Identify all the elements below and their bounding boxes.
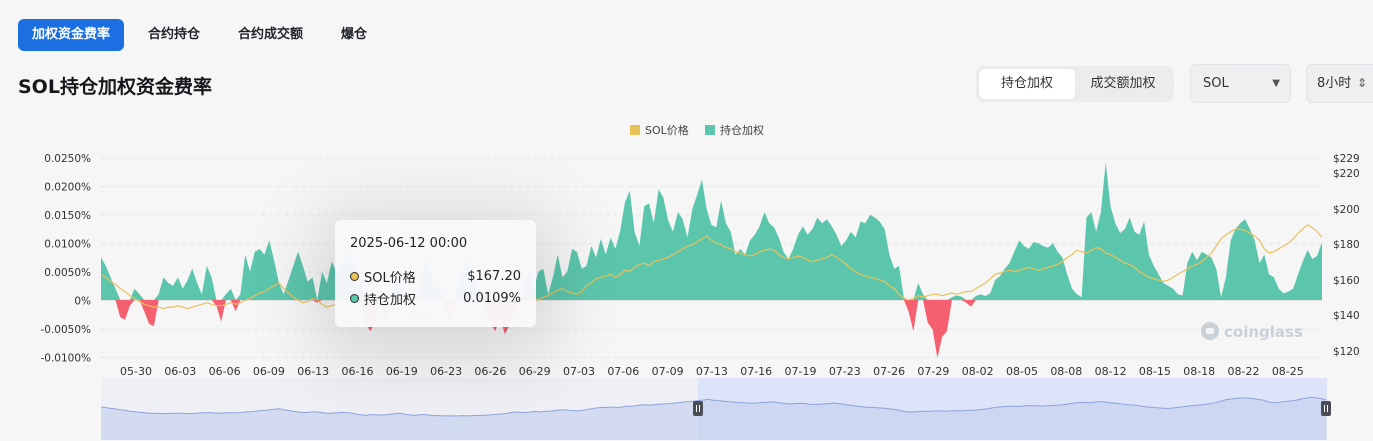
y-right-tick-label: $140 (1333, 310, 1360, 322)
interval-select-value: 8小时 (1317, 76, 1352, 91)
tab-open-interest[interactable]: 合约持仓 (134, 19, 215, 51)
navigator-area (101, 397, 1326, 440)
x-tick-label: 07-16 (740, 365, 772, 378)
x-tick-label: 06-19 (386, 365, 418, 378)
y-axis-right: $229 $220 $200 $180 $160 $140 $120 (1333, 153, 1360, 358)
y-left-tick-label: -0.0050% (40, 324, 91, 336)
tooltip-row-price: SOL价格 $167.20 (350, 265, 521, 287)
y-left-tick-label: 0.0250% (44, 153, 91, 165)
x-tick-label: 07-19 (785, 365, 817, 378)
x-tick-label: 06-29 (519, 365, 551, 378)
handle-grip-icon (1321, 401, 1331, 416)
legend-swatch-oi-weighted (705, 125, 715, 135)
y-right-tick-label: $220 (1333, 168, 1360, 180)
x-tick-label: 08-08 (1050, 365, 1082, 378)
coinglass-logo-icon (1201, 322, 1219, 340)
x-tick-label: 07-03 (563, 365, 595, 378)
x-tick-label: 06-09 (253, 365, 285, 378)
x-tick-label: 07-09 (652, 365, 684, 378)
coin-select-value: SOL (1203, 76, 1229, 91)
series-layer (100, 162, 1323, 358)
y-left-tick-label: 0.0050% (44, 267, 91, 279)
series-line-sol-price (100, 223, 1323, 321)
y-axis-left: 0.0250% 0.0200% 0.0150% 0.0100% 0.0050% 0% -0.… (40, 153, 91, 365)
page-title: SOL持仓加权资金费率 (18, 76, 212, 98)
legend-label-price[interactable]: SOL价格 (645, 123, 689, 137)
x-tick-label: 07-06 (607, 365, 639, 378)
x-tick-label: 08-25 (1272, 365, 1304, 378)
y-left-tick-label: -0.0100% (40, 353, 91, 365)
y-left-tick-label: 0% (74, 296, 91, 308)
x-tick-label: 08-18 (1183, 365, 1215, 378)
volume-weighted-button[interactable]: 成交额加权 (1090, 76, 1156, 91)
y-right-tick-label: $180 (1333, 239, 1360, 251)
x-tick-label: 06-16 (342, 365, 374, 378)
navigator-handle-left[interactable] (693, 401, 703, 416)
sort-arrows-icon: ⇕ (1356, 76, 1367, 90)
oi-weighted-button[interactable]: 持仓加权 (979, 69, 1075, 99)
oi-weighted-dot-icon (350, 293, 359, 303)
tooltip-value-oi-weighted: 0.0109% (463, 290, 521, 306)
x-tick-label: 08-12 (1095, 365, 1127, 378)
interval-select[interactable]: 8小时 ⇕ (1306, 64, 1373, 103)
x-tick-label: 06-03 (164, 365, 196, 378)
chart-tooltip: 2025-06-12 00:00 SOL价格 $167.20 持仓加权 0.01… (335, 220, 536, 327)
navigator-handle-right[interactable] (1321, 401, 1331, 416)
x-tick-label: 06-26 (474, 365, 506, 378)
x-tick-label: 07-26 (873, 365, 905, 378)
x-tick-label: 08-22 (1228, 365, 1260, 378)
y-left-tick-label: 0.0200% (44, 182, 91, 194)
x-tick-label: 06-13 (297, 365, 329, 378)
tooltip-label-oi-weighted: 持仓加权 (364, 292, 417, 308)
series-area-oi-weighted-positive (101, 162, 1322, 300)
legend-label-oi-weighted[interactable]: 持仓加权 (720, 123, 764, 137)
x-tick-label: 08-02 (962, 365, 994, 378)
x-tick-label: 06-23 (430, 365, 462, 378)
x-tick-label: 08-05 (1006, 365, 1038, 378)
x-tick-label: 07-13 (696, 365, 728, 378)
x-tick-label: 06-06 (209, 365, 241, 378)
series-area-oi-weighted-negative (101, 300, 1322, 358)
y-right-tick-label: $120 (1333, 346, 1360, 358)
tooltip-label-price: SOL价格 (364, 270, 416, 286)
price-dot-icon (350, 271, 359, 281)
range-navigator[interactable] (100, 378, 1331, 440)
x-tick-label: 05-30 (120, 365, 152, 378)
navigator-line (100, 396, 1327, 417)
legend: SOL价格 持仓加权 (630, 123, 764, 137)
tab-liquidations[interactable]: 爆仓 (327, 19, 382, 51)
y-left-tick-label: 0.0150% (44, 210, 91, 222)
x-tick-label: 08-15 (1139, 365, 1171, 378)
coin-select[interactable]: SOL ▼ (1190, 64, 1291, 103)
tab-volume[interactable]: 合约成交额 (224, 19, 318, 51)
metric-tabs: 加权资金费率 合约持仓 合约成交额 爆仓 (18, 19, 382, 51)
weight-toggle: 持仓加权 成交额加权 (976, 66, 1174, 102)
funding-rate-chart[interactable]: SOL价格 持仓加权 0.0250%0.0200%0.0150%0.0100%0… (0, 112, 1373, 441)
tab-weighted-funding-rate[interactable]: 加权资金费率 (18, 19, 125, 51)
tooltip-date: 2025-06-12 00:00 (350, 236, 468, 251)
legend-swatch-price (630, 125, 640, 135)
tooltip-value-price: $167.20 (467, 268, 521, 284)
watermark-text: coinglass (1224, 323, 1303, 341)
y-right-tick-label: $160 (1333, 275, 1360, 287)
x-tick-label: 07-29 (917, 365, 949, 378)
caret-down-icon: ▼ (1272, 78, 1280, 89)
handle-grip-icon (693, 401, 703, 416)
x-axis: 05-30 06-03 06-06 06-09 06-13 06-16 06-19 06-23… (120, 365, 1304, 378)
y-left-tick-label: 0.0100% (44, 239, 91, 251)
y-right-tick-label: $200 (1333, 204, 1360, 216)
tooltip-row-oi-weighted: 持仓加权 0.0109% (350, 287, 521, 309)
watermark: coinglass (1201, 322, 1303, 341)
x-tick-label: 07-23 (829, 365, 861, 378)
y-right-tick-label: $229 (1333, 153, 1360, 165)
